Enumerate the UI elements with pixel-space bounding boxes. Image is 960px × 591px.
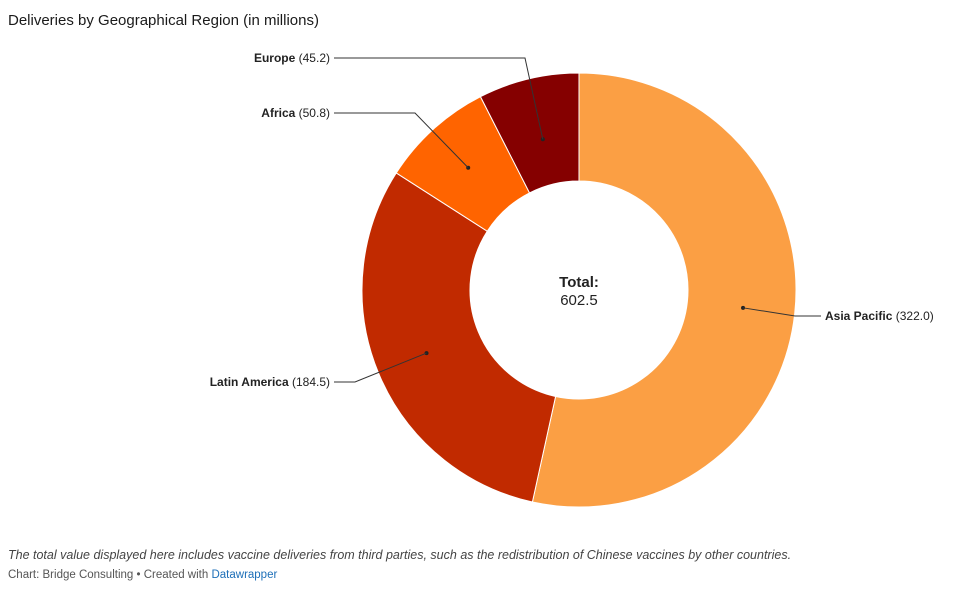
slice-labels: Asia Pacific (322.0) Latin America (184.5… [210,51,934,389]
slice-label-name: Africa [261,106,298,120]
leader-line [742,307,821,317]
center-value: 602.5 [560,292,598,309]
slice-latin-america[interactable] [361,172,557,503]
slice-label-name: Latin America [210,375,292,389]
chart-credit: Chart: Bridge Consulting • Created with … [8,569,277,581]
leader-line [334,112,469,169]
slice-label: Africa (50.8) [261,106,330,120]
slice-label-value: (50.8) [299,106,330,120]
slice-label: Latin America (184.5) [210,375,330,389]
slice-label-name: Asia Pacific [825,309,896,323]
chart-note: The total value displayed here includes … [8,548,792,562]
slice-asia-pacific[interactable] [531,72,797,508]
slice-label-name: Europe [254,51,299,65]
datawrapper-link[interactable]: Datawrapper [211,569,278,581]
label-leaders [334,57,821,383]
slice-label-value: (45.2) [299,51,330,65]
leader-line [334,57,544,140]
slice-label: Europe (45.2) [254,51,330,65]
donut-slices [361,72,797,508]
slice-label-value: (184.5) [292,375,330,389]
slice-label: Asia Pacific (322.0) [825,309,934,323]
center-label: Total: [559,274,599,291]
chart-title: Deliveries by Geographical Region (in mi… [8,12,319,29]
leader-line [334,352,427,383]
slice-europe[interactable] [479,72,580,194]
credit-text: Chart: Bridge Consulting • Created with [8,569,212,581]
slice-label-value: (322.0) [896,309,934,323]
